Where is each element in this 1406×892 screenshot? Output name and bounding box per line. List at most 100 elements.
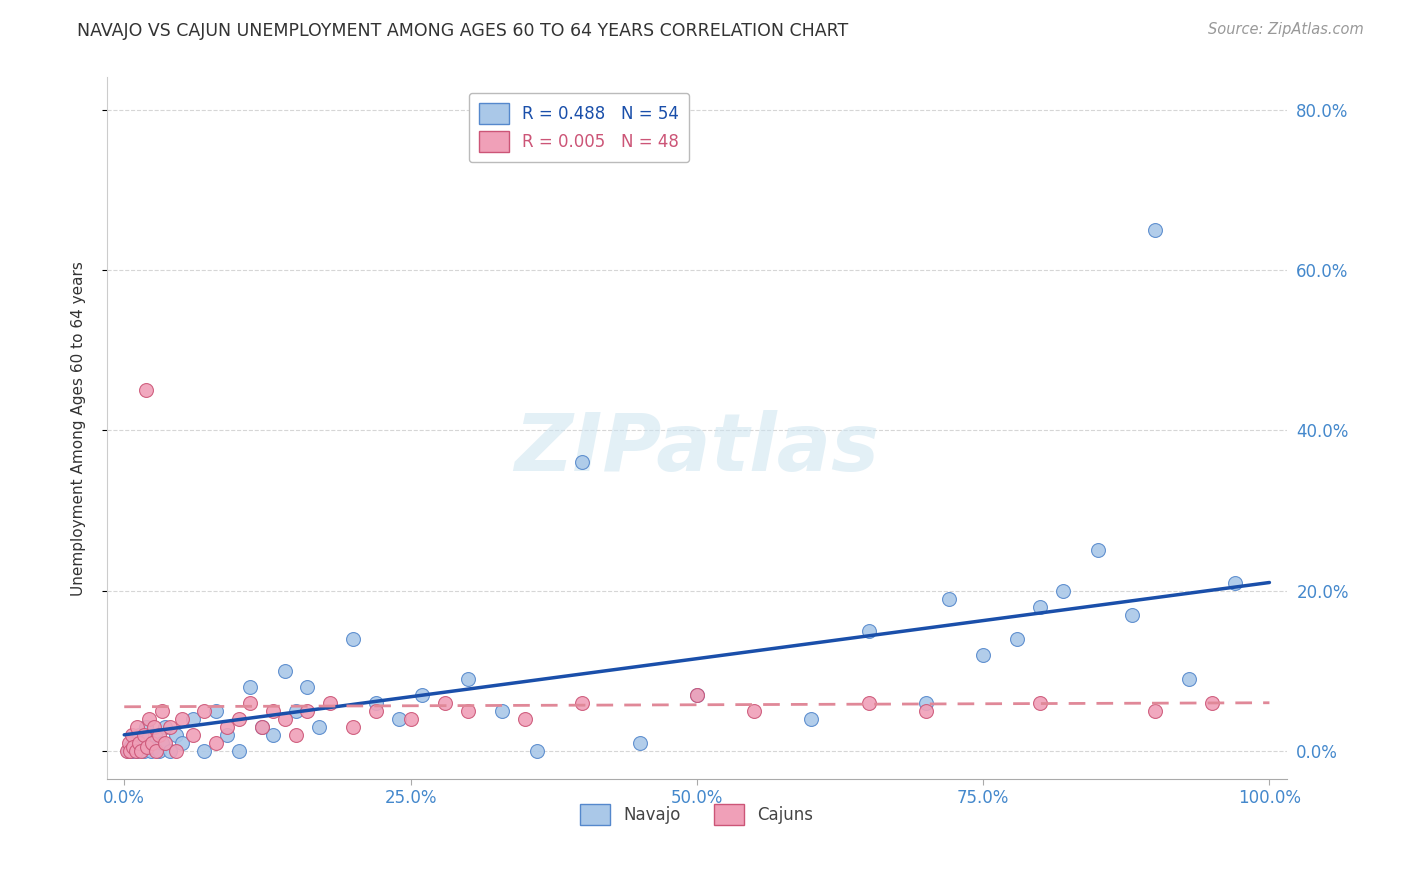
Navajo — [165, 728, 187, 742]
Cajuns — [145, 744, 167, 758]
Navajo — [388, 712, 411, 726]
Cajuns — [239, 696, 262, 710]
Navajo — [131, 736, 153, 750]
Cajuns — [319, 696, 342, 710]
Cajuns — [297, 704, 319, 718]
Text: ZIPatlas: ZIPatlas — [515, 410, 879, 488]
Navajo — [117, 744, 139, 758]
Navajo — [228, 744, 250, 758]
Navajo — [915, 696, 938, 710]
Navajo — [285, 704, 308, 718]
Navajo — [342, 632, 364, 646]
Cajuns — [141, 736, 163, 750]
Navajo — [135, 720, 157, 734]
Navajo — [142, 739, 165, 754]
Navajo — [628, 736, 651, 750]
Cajuns — [125, 744, 148, 758]
Navajo — [686, 688, 709, 702]
Cajuns — [285, 728, 308, 742]
Navajo — [457, 672, 479, 686]
Navajo — [205, 704, 228, 718]
Navajo — [1029, 599, 1052, 614]
Navajo — [297, 680, 319, 694]
Cajuns — [217, 720, 239, 734]
Navajo — [250, 720, 273, 734]
Navajo — [800, 712, 823, 726]
Navajo — [193, 744, 215, 758]
Cajuns — [118, 736, 141, 750]
Cajuns — [915, 704, 938, 718]
Navajo — [571, 455, 593, 469]
Cajuns — [205, 736, 228, 750]
Cajuns — [858, 696, 880, 710]
Navajo — [155, 720, 177, 734]
Navajo — [491, 704, 513, 718]
Cajuns — [366, 704, 388, 718]
Navajo — [150, 736, 173, 750]
Cajuns — [181, 728, 204, 742]
Navajo — [1052, 583, 1074, 598]
Navajo — [125, 744, 148, 758]
Cajuns — [159, 720, 181, 734]
Cajuns — [513, 712, 536, 726]
Navajo — [124, 731, 146, 746]
Navajo — [411, 688, 433, 702]
Navajo — [526, 744, 548, 758]
Navajo — [938, 591, 960, 606]
Cajuns — [170, 712, 193, 726]
Navajo — [1121, 607, 1143, 622]
Navajo — [972, 648, 994, 662]
Cajuns — [686, 688, 709, 702]
Navajo — [121, 744, 143, 758]
Cajuns — [155, 736, 177, 750]
Navajo — [159, 744, 181, 758]
Cajuns — [742, 704, 765, 718]
Cajuns — [150, 704, 173, 718]
Navajo — [273, 664, 295, 678]
Navajo — [239, 680, 262, 694]
Cajuns — [399, 712, 422, 726]
Cajuns — [148, 728, 170, 742]
Cajuns — [122, 739, 145, 754]
Navajo — [1178, 672, 1201, 686]
Text: NAVAJO VS CAJUN UNEMPLOYMENT AMONG AGES 60 TO 64 YEARS CORRELATION CHART: NAVAJO VS CAJUN UNEMPLOYMENT AMONG AGES … — [77, 22, 849, 40]
Cajuns — [457, 704, 479, 718]
Navajo — [858, 624, 880, 638]
Cajuns — [273, 712, 295, 726]
Cajuns — [115, 744, 138, 758]
Navajo — [148, 744, 170, 758]
Navajo — [1223, 575, 1246, 590]
Cajuns — [1201, 696, 1223, 710]
Cajuns — [571, 696, 593, 710]
Navajo — [217, 728, 239, 742]
Cajuns — [433, 696, 456, 710]
Navajo — [366, 696, 388, 710]
Navajo — [170, 736, 193, 750]
Cajuns — [1029, 696, 1052, 710]
Navajo — [1143, 223, 1166, 237]
Navajo — [118, 739, 141, 754]
Navajo — [181, 712, 204, 726]
Navajo — [262, 728, 284, 742]
Cajuns — [342, 720, 364, 734]
Cajuns — [121, 728, 143, 742]
Cajuns — [132, 728, 155, 742]
Cajuns — [125, 720, 148, 734]
Cajuns — [135, 383, 157, 397]
Navajo — [308, 720, 330, 734]
Navajo — [132, 744, 155, 758]
Cajuns — [138, 712, 160, 726]
Navajo — [136, 731, 159, 746]
Cajuns — [228, 712, 250, 726]
Cajuns — [165, 744, 187, 758]
Cajuns — [131, 744, 153, 758]
Cajuns — [128, 736, 150, 750]
Cajuns — [136, 739, 159, 754]
Cajuns — [143, 720, 166, 734]
Legend: Navajo, Cajuns: Navajo, Cajuns — [572, 796, 823, 834]
Text: Source: ZipAtlas.com: Source: ZipAtlas.com — [1208, 22, 1364, 37]
Cajuns — [118, 744, 141, 758]
Navajo — [1007, 632, 1029, 646]
Cajuns — [262, 704, 284, 718]
Navajo — [143, 728, 166, 742]
